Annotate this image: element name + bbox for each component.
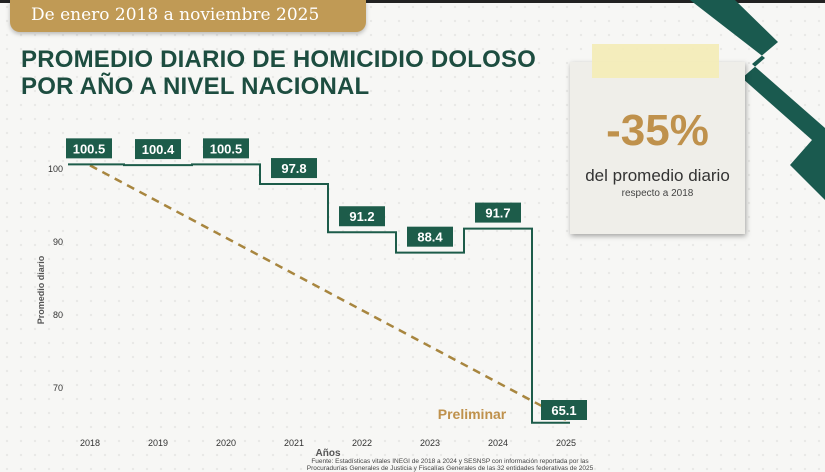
data-label: 88.4 [417,230,443,245]
step-line [68,163,570,424]
down-arrow-decoration [690,0,825,200]
data-label: 100.5 [210,141,243,156]
callout-note [570,62,745,234]
data-label-box [135,139,181,160]
callout-percent: -35% [606,106,709,155]
trend-line [89,164,563,418]
x-tick-label: 2018 [80,438,100,448]
title-line-2: POR AÑO A NIVEL NACIONAL [21,73,370,100]
data-label-box [541,400,587,420]
x-tick-label: 2025 [556,438,576,448]
preliminar-annotation: Preliminar [438,406,507,422]
data-label: 91.2 [349,209,374,224]
y-axis-label: Promedio diario [36,255,46,324]
title-line-1: PROMEDIO DIARIO DE HOMICIDIO DOLOSO [21,46,537,73]
data-label: 97.8 [281,161,306,176]
data-label-box [203,138,249,159]
y-tick-label: 80 [53,310,63,320]
footnote: Fuente: Estadísticas vitales INEGI de 20… [306,458,594,472]
date-range: De enero 2018 a noviembre 2025 [31,5,320,25]
data-label-box [407,226,453,247]
data-label: 100.4 [142,142,175,157]
x-tick-label: 2020 [216,438,236,448]
callout-line2: respecto a 2018 [621,188,694,199]
x-tick-label: 2023 [420,438,440,448]
x-tick-label: 2019 [148,438,168,448]
top-bar [0,0,825,3]
x-tick-label: 2024 [488,438,508,448]
data-label-box [66,138,112,159]
data-label-box [271,158,317,179]
data-label: 65.1 [551,403,576,418]
data-label-box [475,202,521,223]
data-label: 100.5 [73,141,106,156]
date-range-banner: De enero 2018 a noviembre 2025 [10,0,366,32]
chart-title: PROMEDIO DIARIO DE HOMICIDIO DOLOSO POR A… [21,46,536,100]
x-axis-label: Años [316,448,341,459]
x-tick-label: 2022 [352,438,372,448]
tape-decoration [592,44,719,78]
y-tick-label: 100 [48,164,63,174]
data-label-box [339,206,385,227]
y-tick-label: 90 [53,237,63,247]
y-tick-label: 70 [53,383,63,393]
x-tick-label: 2021 [284,438,304,448]
data-label: 91.7 [485,206,510,221]
callout-line1: del promedio diario [585,166,730,185]
